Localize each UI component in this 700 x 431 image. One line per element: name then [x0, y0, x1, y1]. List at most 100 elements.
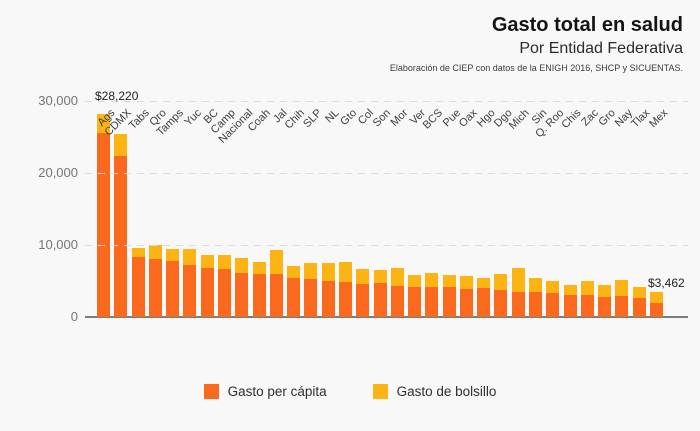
bar-group-q-roo: Q. Roo	[533, 101, 566, 317]
segment-gasto-de-bolsillo	[269, 250, 283, 275]
segment-gasto-de-bolsillo	[131, 247, 145, 257]
segment-gasto-de-bolsillo	[287, 265, 301, 278]
bar-group-jal: Jal	[269, 101, 290, 317]
y-axis-tick-label: 20,000	[38, 165, 78, 180]
stacked-bar	[114, 134, 128, 317]
segment-gasto-de-bolsillo	[390, 267, 404, 286]
segment-gasto-de-bolsillo	[615, 279, 629, 297]
segment-gasto-per-capita	[580, 294, 594, 317]
segment-gasto-de-bolsillo	[235, 258, 249, 273]
stacked-bar	[287, 265, 301, 317]
segment-gasto-de-bolsillo	[459, 276, 473, 289]
segment-gasto-per-capita	[459, 288, 473, 317]
y-axis-tick-label: 10,000	[38, 237, 78, 252]
legend-swatch-orange-icon	[203, 384, 219, 399]
bar-group-camp: Camp	[209, 101, 238, 317]
bars-container: Ags CDMX Tabs Qro Tamps Yuc BC Camp Nacional Coah…	[95, 101, 670, 317]
y-axis-tick-label: 0	[70, 309, 78, 324]
bar-group-yuc: Yuc	[182, 101, 203, 317]
plot-area: Ags CDMX Tabs Qro Tamps Yuc BC Camp Nacional Coah…	[85, 101, 688, 318]
bar-group-zac: Zac	[579, 101, 601, 317]
stacked-bar	[546, 281, 560, 317]
stacked-bar	[563, 285, 577, 317]
segment-gasto-per-capita	[529, 291, 543, 317]
segment-gasto-per-capita	[97, 132, 110, 317]
stacked-bar	[269, 250, 283, 317]
chart-subtitle: Por Entidad Federativa	[519, 40, 683, 57]
segment-gasto-per-capita	[511, 291, 525, 317]
stacked-bar	[442, 275, 456, 317]
segment-gasto-de-bolsillo	[546, 281, 560, 293]
segment-gasto-per-capita	[304, 279, 318, 317]
segment-gasto-per-capita	[148, 259, 162, 317]
segment-gasto-per-capita	[494, 290, 508, 317]
segment-gasto-de-bolsillo	[563, 285, 577, 295]
segment-gasto-per-capita	[321, 281, 335, 317]
segment-gasto-per-capita	[166, 261, 180, 317]
segment-gasto-de-bolsillo	[217, 255, 231, 270]
bar-group-bcs: BCS	[421, 101, 445, 317]
segment-gasto-per-capita	[650, 303, 663, 317]
gridline-20,000	[85, 173, 688, 174]
segment-gasto-per-capita	[615, 296, 629, 317]
stacked-bar	[580, 281, 594, 317]
x-axis-line	[85, 316, 688, 318]
bar-group-chis: Chis	[560, 101, 584, 317]
bar-group-slp: SLP	[301, 101, 324, 317]
segment-gasto-per-capita	[373, 283, 387, 317]
segment-gasto-per-capita	[632, 297, 646, 317]
stacked-bar	[252, 262, 266, 317]
gridline-30,000	[85, 101, 688, 102]
segment-gasto-per-capita	[425, 286, 439, 317]
segment-gasto-per-capita	[200, 268, 214, 317]
value-label-first-bar: $28,220	[95, 89, 139, 103]
bar-group-tlax: Tlax	[630, 101, 653, 317]
y-axis-tick-label: 30,000	[38, 93, 78, 108]
segment-gasto-per-capita	[563, 294, 577, 317]
bar-group-gro: Gro	[597, 101, 618, 317]
bar-group-oax: Oax	[457, 101, 480, 317]
legend: Gasto per cápita Gasto de bolsillo	[0, 384, 700, 399]
segment-gasto-de-bolsillo	[166, 249, 180, 262]
chart-header: Gasto total en salud Por Entidad Federat…	[390, 12, 683, 73]
bar-group-coah: Coah	[245, 101, 273, 317]
segment-gasto-per-capita	[390, 285, 404, 317]
bar-group-nay: Nay	[613, 101, 635, 317]
stacked-bar	[511, 268, 525, 317]
legend-item-gasto-per-capita: Gasto per cápita	[203, 384, 327, 399]
gridline-10,000	[85, 245, 688, 246]
segment-gasto-per-capita	[477, 288, 491, 317]
bar-group-mich: Mich	[507, 101, 532, 317]
segment-gasto-per-capita	[114, 156, 128, 317]
segment-gasto-per-capita	[287, 277, 301, 317]
segment-gasto-de-bolsillo	[408, 275, 422, 287]
segment-gasto-de-bolsillo	[425, 273, 439, 287]
stacked-bar	[304, 263, 318, 317]
bar-group-bc: BC	[200, 101, 221, 317]
stacked-bar	[200, 255, 214, 317]
stacked-bar	[425, 273, 439, 317]
bar-group-col: Col	[356, 101, 376, 317]
segment-gasto-de-bolsillo	[114, 134, 128, 157]
stacked-bar	[632, 287, 646, 317]
segment-gasto-per-capita	[235, 272, 249, 317]
legend-label: Gasto per cápita	[227, 384, 327, 399]
segment-gasto-per-capita	[252, 274, 266, 317]
bar-group-dgo: Dgo	[492, 101, 514, 317]
segment-gasto-per-capita	[598, 296, 612, 317]
bar-group-ver: Ver	[408, 101, 428, 317]
bar-group-mor: Mor	[389, 101, 411, 317]
segment-gasto-de-bolsillo	[148, 245, 162, 260]
bar-group-gto: Gto	[338, 101, 359, 317]
stacked-bar	[408, 275, 422, 317]
segment-gasto-de-bolsillo	[650, 292, 663, 304]
segment-gasto-per-capita	[338, 281, 352, 317]
bar-group-chih: Chih	[283, 101, 307, 317]
stacked-bar	[166, 249, 180, 317]
bar-group-son: Son	[371, 101, 393, 317]
bar-group-tamps: Tamps	[155, 101, 186, 317]
segment-gasto-de-bolsillo	[200, 255, 214, 269]
segment-gasto-de-bolsillo	[183, 249, 197, 265]
stacked-bar	[494, 274, 508, 317]
source-note: Elaboración de CIEP con datos de la ENIG…	[389, 62, 683, 73]
